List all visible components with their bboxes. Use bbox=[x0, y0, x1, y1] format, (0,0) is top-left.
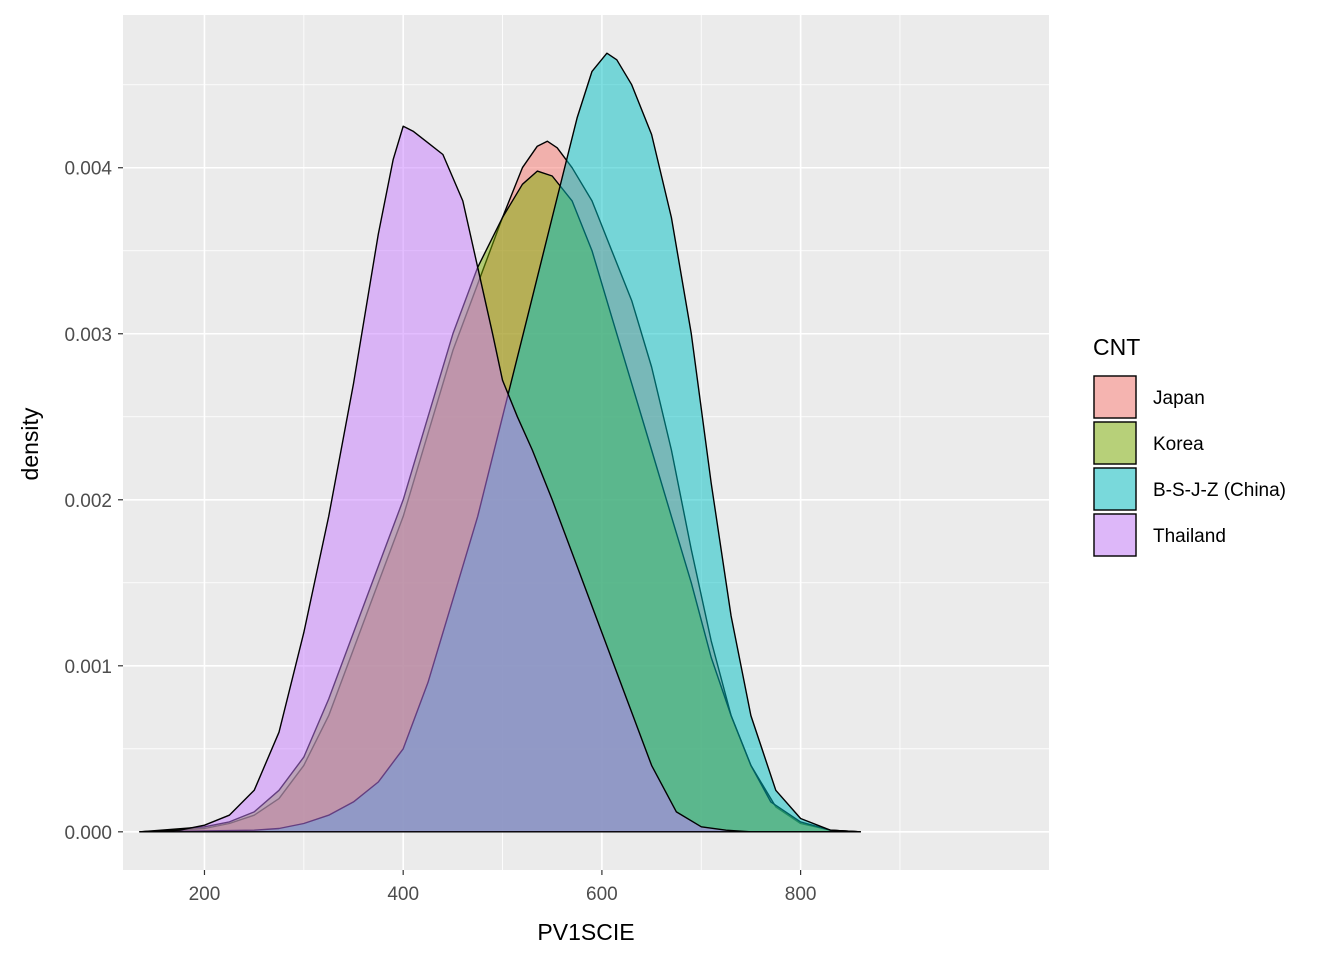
legend-title: CNT bbox=[1093, 334, 1140, 360]
x-tick-label: 600 bbox=[586, 884, 618, 905]
x-tick-label: 200 bbox=[189, 884, 221, 905]
legend-label: Thailand bbox=[1153, 526, 1226, 547]
x-tick-label: 400 bbox=[387, 884, 419, 905]
legend-label: Japan bbox=[1153, 388, 1205, 409]
x-axis: 200 400 600 800 bbox=[189, 870, 817, 905]
legend-label: Korea bbox=[1153, 434, 1204, 455]
legend: CNT Japan Korea B-S-J-Z (China) Thailand bbox=[1093, 334, 1286, 557]
legend-swatch bbox=[1093, 421, 1137, 465]
legend-swatch bbox=[1093, 467, 1137, 511]
y-tick-label: 0.004 bbox=[64, 159, 112, 180]
x-tick-label: 800 bbox=[785, 884, 817, 905]
y-tick-label: 0.003 bbox=[64, 325, 112, 346]
density-area-thailand bbox=[139, 125, 861, 833]
legend-label: B-S-J-Z (China) bbox=[1153, 480, 1286, 501]
x-axis-title: PV1SCIE bbox=[537, 919, 634, 945]
y-tick-label: 0.001 bbox=[64, 657, 112, 678]
y-tick-label: 0.000 bbox=[64, 823, 112, 844]
y-axis-title: density bbox=[17, 407, 43, 480]
legend-swatch bbox=[1093, 375, 1137, 419]
y-tick-label: 0.002 bbox=[64, 491, 112, 512]
y-axis: 0.000 0.001 0.002 0.003 0.004 bbox=[64, 159, 123, 844]
density-areas bbox=[139, 52, 861, 833]
legend-swatch bbox=[1093, 513, 1137, 557]
